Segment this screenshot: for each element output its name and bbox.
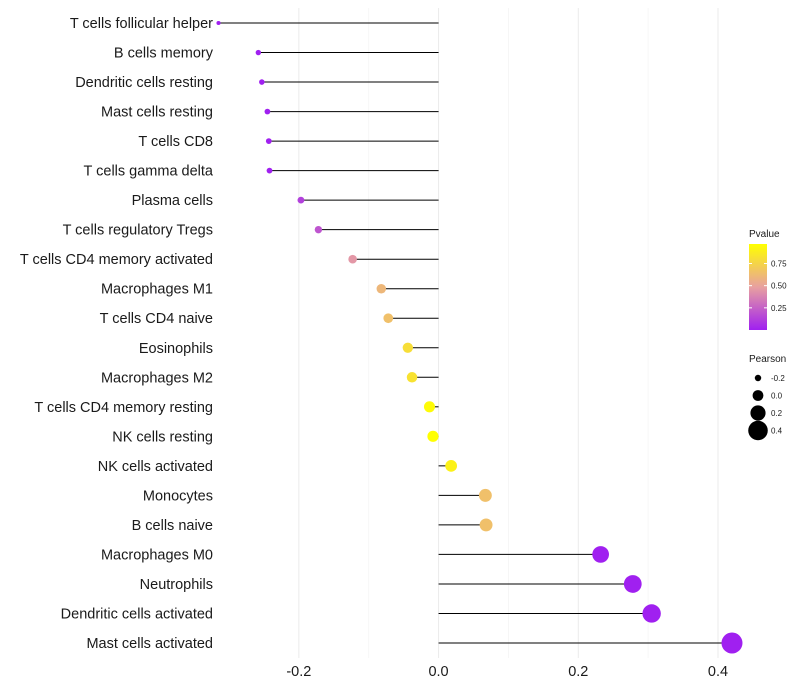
data-point: [383, 313, 394, 324]
data-point: [314, 225, 323, 234]
data-point: [445, 459, 458, 472]
data-point: [348, 254, 357, 264]
y-category-label: T cells CD4 memory resting: [34, 400, 213, 416]
y-category-label: T cells CD4 naive: [100, 311, 213, 327]
y-category-label: T cells CD4 memory activated: [20, 252, 213, 268]
x-tick-label: 0.2: [568, 664, 588, 680]
y-category-label: Macrophages M1: [101, 282, 213, 298]
data-point: [427, 430, 439, 442]
data-point: [297, 196, 305, 204]
legend-pvalue-label: 0.50: [771, 282, 787, 291]
points: [216, 20, 743, 654]
data-point: [259, 79, 265, 85]
legend-pearson-dot: [748, 420, 768, 441]
legend-pvalue-colorbar: [749, 244, 767, 330]
y-category-label: Mast cells activated: [86, 636, 213, 652]
data-point: [255, 49, 262, 56]
legend-pvalue-label: 0.25: [771, 304, 787, 313]
legend-pvalue-title: Pvalue: [749, 229, 780, 240]
y-category-label: Monocytes: [143, 488, 213, 504]
stems: [218, 22, 732, 644]
y-category-label: Macrophages M0: [101, 547, 213, 563]
legend-pvalue: Pvalue 0.75 0.50 0.25: [749, 229, 787, 330]
y-category-label: Dendritic cells resting: [75, 75, 213, 91]
data-point: [266, 167, 273, 174]
data-point: [406, 372, 418, 383]
data-point: [216, 20, 221, 26]
legend-pearson-label: 0.4: [771, 427, 783, 436]
x-tick-label: 0.0: [428, 664, 448, 680]
legend-pvalue-label: 0.75: [771, 260, 787, 269]
data-point: [265, 138, 272, 144]
y-category-label: Eosinophils: [139, 341, 213, 357]
data-point: [264, 108, 271, 115]
grid-lines: [298, 8, 719, 658]
data-point: [592, 546, 609, 563]
data-point: [423, 401, 436, 413]
y-category-label: Dendritic cells activated: [61, 606, 213, 622]
legend-pearson-label: -0.2: [771, 374, 785, 383]
legend-pearson-dot: [750, 405, 766, 421]
y-category-label: T cells gamma delta: [84, 164, 214, 180]
legend-pearson-title: Pearson: [749, 354, 786, 365]
legend-pearson-dot: [754, 374, 762, 382]
y-category-label: T cells regulatory Tregs: [63, 223, 213, 239]
legend-pearson: Pearson -0.2 0.0 0.2 0.4: [748, 354, 786, 441]
y-category-label: Mast cells resting: [101, 105, 213, 121]
y-category-label: NK cells resting: [112, 429, 213, 445]
data-point: [623, 575, 642, 593]
y-category-label: B cells naive: [132, 518, 213, 534]
y-category-label: T cells follicular helper: [70, 16, 213, 32]
y-axis-labels: T cells follicular helper B cells memory D…: [20, 16, 214, 652]
x-axis-ticks: -0.2 0.0 0.2 0.4: [286, 664, 728, 680]
y-category-label: B cells memory: [114, 46, 214, 62]
y-category-label: Macrophages M2: [101, 370, 213, 386]
data-point: [478, 488, 492, 502]
data-point: [479, 518, 493, 532]
legend-pearson-label: 0.0: [771, 392, 783, 401]
data-point: [376, 283, 387, 294]
y-category-label: T cells CD8: [138, 134, 213, 150]
x-tick-label: 0.4: [708, 664, 728, 680]
x-tick-label: -0.2: [286, 664, 311, 680]
data-point: [642, 604, 661, 623]
data-point: [402, 342, 414, 353]
y-category-label: Neutrophils: [140, 577, 213, 593]
y-category-label: NK cells activated: [98, 459, 213, 475]
y-category-label: Plasma cells: [132, 193, 213, 209]
legend-pearson-label: 0.2: [771, 409, 783, 418]
legend-pearson-dot: [752, 390, 764, 401]
data-point: [721, 632, 743, 654]
